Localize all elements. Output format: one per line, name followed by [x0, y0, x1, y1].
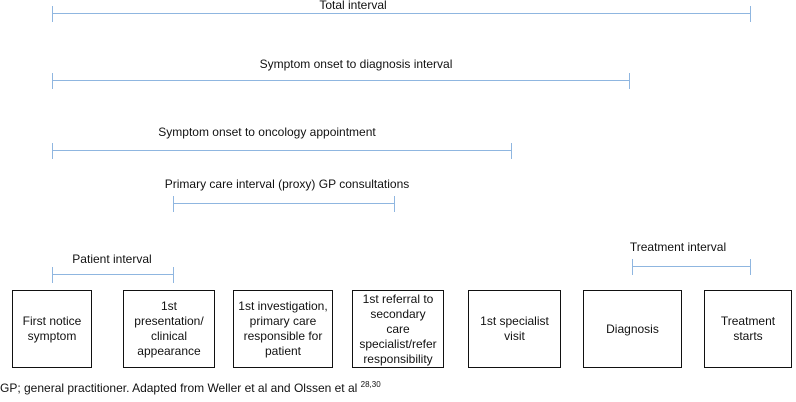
oncology-interval-label: Symptom onset to oncology appointment — [158, 125, 376, 139]
stage-first-notice-symptom: First notice symptom — [12, 290, 92, 368]
total-interval-label: Total interval — [319, 0, 387, 12]
total-interval-line — [52, 13, 751, 14]
primary-care-interval-bar — [173, 196, 395, 212]
diagnosis-interval-end-tick — [629, 73, 630, 89]
oncology-interval-start-tick — [52, 143, 53, 159]
diagnosis-interval-line — [52, 80, 630, 81]
stage-first-specialist-visit: 1st specialist visit — [468, 290, 561, 368]
total-interval-end-tick — [750, 6, 751, 22]
diagnosis-interval-label: Symptom onset to diagnosis interval — [259, 57, 453, 71]
patient-interval-label: Patient interval — [72, 252, 152, 266]
oncology-interval-end-tick — [511, 143, 512, 159]
footnote-text: GP; general practitioner. Adapted from W… — [0, 381, 361, 395]
stage-first-presentation: 1st presentation/ clinical appearance — [123, 290, 215, 368]
total-interval-start-tick — [52, 6, 53, 22]
patient-interval-bar — [52, 267, 174, 283]
stage-diagnosis: Diagnosis — [583, 290, 682, 368]
stage-treatment-starts: Treatment starts — [704, 290, 792, 368]
footnote-references: 28,30 — [360, 380, 381, 389]
patient-interval-line — [52, 274, 174, 275]
primary-care-interval-end-tick — [394, 196, 395, 212]
patient-interval-start-tick — [52, 267, 53, 283]
stage-first-referral: 1st referral to secondary care specialis… — [352, 290, 444, 368]
treatment-interval-bar — [632, 259, 751, 275]
footnote: GP; general practitioner. Adapted from W… — [0, 380, 381, 396]
patient-interval-end-tick — [173, 267, 174, 283]
stage-first-investigation: 1st investigation, primary care responsi… — [233, 290, 333, 368]
treatment-interval-label: Treatment interval — [629, 240, 727, 254]
primary-care-interval-line — [173, 203, 395, 204]
treatment-interval-end-tick — [750, 259, 751, 275]
treatment-interval-start-tick — [632, 259, 633, 275]
primary-care-interval-start-tick — [173, 196, 174, 212]
oncology-interval-bar — [52, 143, 512, 159]
oncology-interval-line — [52, 150, 512, 151]
diagnosis-interval-bar — [52, 73, 630, 89]
treatment-interval-line — [632, 266, 751, 267]
total-interval-bar — [52, 6, 751, 22]
diagnosis-interval-start-tick — [52, 73, 53, 89]
primary-care-interval-label: Primary care interval (proxy) GP consult… — [164, 177, 410, 191]
